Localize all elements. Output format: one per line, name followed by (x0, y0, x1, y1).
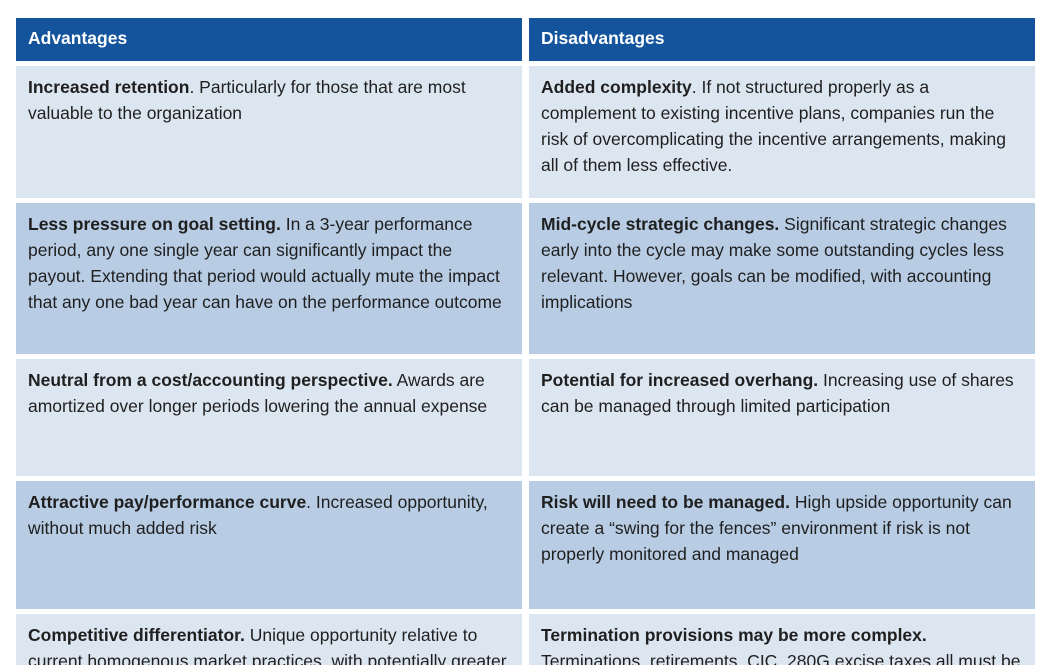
cell-body: High upside opportunity can create a “sw… (541, 492, 1012, 564)
cell-lead: Less pressure on goal setting. (28, 214, 281, 234)
header-row: Advantages Disadvantages (16, 18, 1035, 61)
cell-body: . If not structured properly as a comple… (541, 77, 1006, 175)
table-row: Less pressure on goal setting. In a 3-ye… (16, 203, 1035, 354)
advantage-cell: Competitive differentiator. Unique oppor… (16, 614, 522, 665)
advantage-cell: Attractive pay/performance curve. Increa… (16, 481, 522, 609)
disadvantage-cell: Termination provisions may be more compl… (529, 614, 1035, 665)
advantage-cell: Neutral from a cost/accounting perspecti… (16, 359, 522, 476)
table-row: Neutral from a cost/accounting perspecti… (16, 359, 1035, 476)
cell-lead: Attractive pay/performance curve (28, 492, 307, 512)
cell-body: In a 3-year performance period, any one … (28, 214, 502, 312)
disadvantage-cell: Added complexity. If not structured prop… (529, 66, 1035, 198)
cell-body: Awards are amortized over longer periods… (28, 370, 488, 416)
disadvantage-cell: Mid-cycle strategic changes. Significant… (529, 203, 1035, 354)
cell-body: . Increased opportunity, without much ad… (28, 492, 488, 538)
cell-lead: Increased retention (28, 77, 190, 97)
disadvantage-cell: Risk will need to be managed. High upsid… (529, 481, 1035, 609)
advantage-cell: Less pressure on goal setting. In a 3-ye… (16, 203, 522, 354)
cell-lead: Potential for increased overhang. (541, 370, 819, 390)
cell-body: . Particularly for those that are most v… (28, 77, 466, 123)
disadvantage-cell: Potential for increased overhang. Increa… (529, 359, 1035, 476)
comparison-table: Advantages Disadvantages Increased reten… (9, 13, 1042, 665)
table-row: Attractive pay/performance curve. Increa… (16, 481, 1035, 609)
cell-body: Terminations, retirements, CIC, 280G exc… (541, 651, 1021, 665)
cell-body: Increasing use of shares can be managed … (541, 370, 1014, 416)
cell-body: Unique opportunity relative to current h… (28, 625, 507, 665)
table-row: Increased retention. Particularly for th… (16, 66, 1035, 198)
table-row: Competitive differentiator. Unique oppor… (16, 614, 1035, 665)
header-advantages: Advantages (16, 18, 522, 61)
cell-body: Significant strategic changes early into… (541, 214, 1007, 312)
cell-lead: Added complexity (541, 77, 692, 97)
cell-lead: Competitive differentiator. (28, 625, 245, 645)
cell-lead: Termination provisions may be more compl… (541, 625, 927, 645)
header-disadvantages: Disadvantages (529, 18, 1035, 61)
cell-lead: Neutral from a cost/accounting perspecti… (28, 370, 393, 390)
cell-lead: Risk will need to be managed. (541, 492, 790, 512)
advantage-cell: Increased retention. Particularly for th… (16, 66, 522, 198)
cell-lead: Mid-cycle strategic changes. (541, 214, 780, 234)
